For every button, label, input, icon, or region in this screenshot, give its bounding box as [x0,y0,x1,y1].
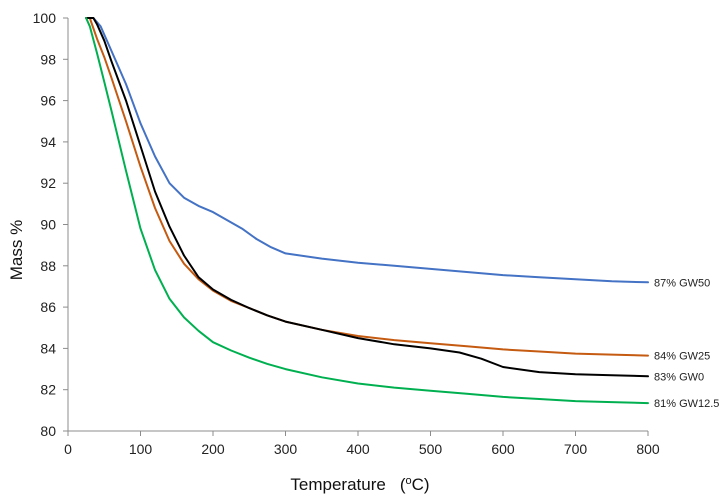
x-tick-label: 200 [201,441,225,457]
y-tick-label: 84 [40,340,56,356]
y-tick-label: 96 [40,93,56,109]
y-tick-label: 86 [40,299,56,315]
y-tick-label: 90 [40,217,56,233]
x-axis-title-text: Temperature [290,475,385,494]
y-tick-label: 94 [40,134,56,150]
y-tick-label: 82 [40,382,56,398]
y-axis-tick-labels: 80 82 84 86 88 90 92 94 96 98 100 [33,10,57,439]
x-axis-unit-open: ( [400,475,406,494]
y-tick-label: 100 [33,10,57,26]
series-label: 87% GW50 [654,277,710,289]
x-axis-unit-superscript: o [406,475,412,487]
y-tick-label: 80 [40,423,56,439]
series-label: 84% GW25 [654,351,710,363]
series-end-labels: 87% GW50 84% GW25 83% GW0 81% GW12.5 [654,277,719,410]
x-tick-label: 100 [129,441,153,457]
series-line-87-gw50 [85,17,649,284]
x-tick-label: 700 [564,441,588,457]
y-tick-label: 88 [40,258,56,274]
series-label: 83% GW0 [654,371,704,383]
x-axis-title: Temperature (oC) [290,475,429,494]
x-tick-label: 600 [491,441,515,457]
series-label: 81% GW12.5 [654,398,719,410]
y-axis-title: Mass % [7,220,26,280]
x-axis-unit-symbol: C [412,475,424,494]
series-line-83-gw0 [85,17,649,378]
x-tick-label: 300 [274,441,298,457]
series-line-81-gw12-5 [85,17,649,405]
x-tick-label: 500 [419,441,443,457]
series-lines [85,17,649,405]
x-axis-unit-close: ) [424,475,430,494]
series-line-84-gw25 [85,17,649,357]
axes [63,17,649,436]
x-tick-label: 800 [636,441,660,457]
y-tick-label: 98 [40,51,56,67]
y-tick-label: 92 [40,175,56,191]
x-tick-label: 400 [346,441,370,457]
x-tick-label: 0 [64,441,72,457]
x-axis-tick-labels: 0 100 200 300 400 500 600 700 800 [64,441,660,457]
